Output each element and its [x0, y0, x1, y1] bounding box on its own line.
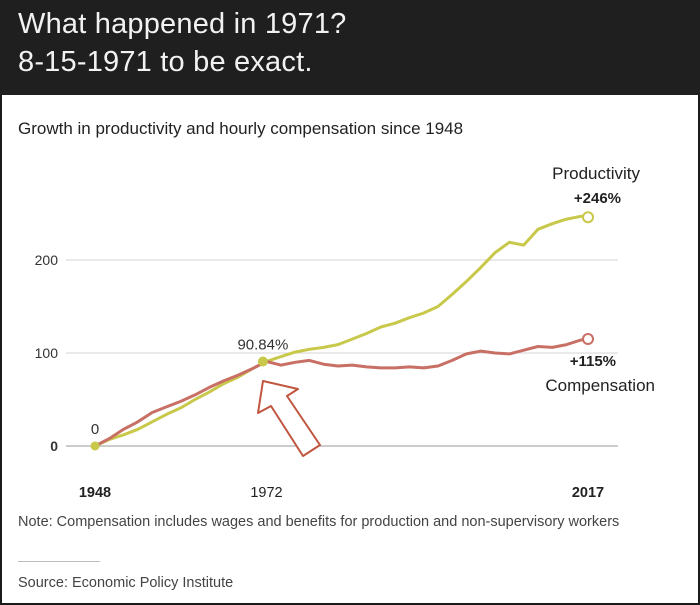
- series-line-compensation: [93, 337, 590, 448]
- y-tick-label: 200: [35, 252, 59, 268]
- x-tick-label: 1948: [79, 485, 111, 501]
- note-divider: [18, 561, 100, 562]
- series-label-productivity: Productivity: [552, 164, 640, 183]
- chart-title: Growth in productivity and hourly compen…: [18, 119, 464, 138]
- chart-source: Source: Economic Policy Institute: [18, 575, 234, 591]
- arrow-icon: [257, 380, 321, 457]
- series-value-productivity: +246%: [574, 190, 621, 207]
- chart-note: Note: Compensation includes wages and be…: [18, 514, 620, 530]
- annotation-90-84: 90.84%: [237, 337, 288, 354]
- header-line-1: What happened in 1971?: [18, 8, 347, 40]
- y-tick-label: 0: [50, 438, 58, 454]
- header-line-2: 8-15-1971 to be exact.: [18, 46, 313, 78]
- y-tick-label: 100: [35, 345, 59, 361]
- series-end-marker-productivity: [582, 211, 594, 224]
- x-tick-label: 2017: [572, 485, 604, 501]
- header-banner: What happened in 1971? 8-15-1971 to be e…: [0, 0, 700, 95]
- series-end-marker-compensation: [582, 333, 594, 346]
- annotation-zero: 0: [91, 421, 99, 438]
- x-tick-label: 1972: [250, 485, 282, 501]
- annotation-marker-1972: [257, 356, 268, 367]
- series-value-compensation: +115%: [570, 353, 616, 370]
- series-label-compensation: Compensation: [545, 376, 655, 395]
- series-line-productivity: [93, 214, 590, 448]
- start-marker: [90, 441, 100, 451]
